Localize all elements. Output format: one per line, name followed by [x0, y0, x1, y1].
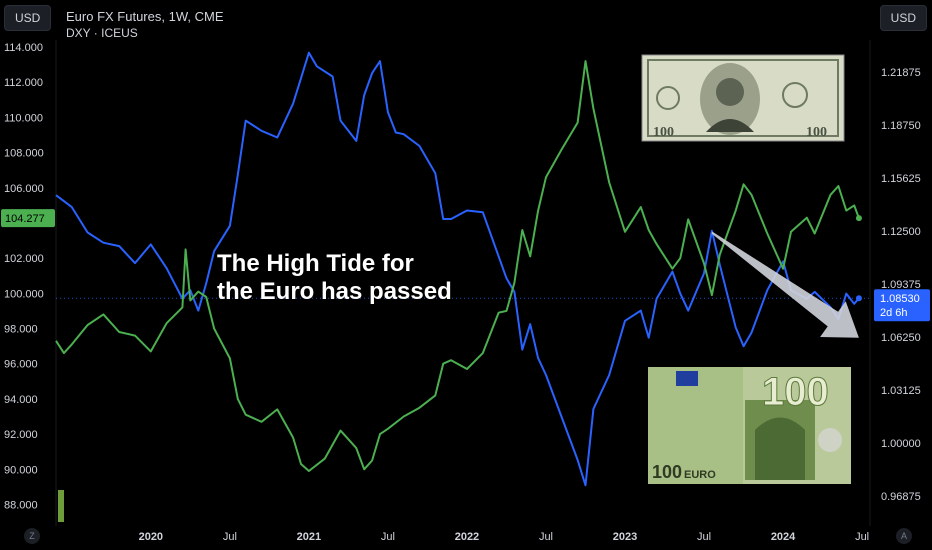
- drawn-trend-arrow[interactable]: [711, 231, 859, 338]
- dxy-series-line[interactable]: [55, 60, 860, 472]
- euro-eu-flag: [676, 371, 698, 386]
- x-axis-tick: 2024: [771, 531, 796, 543]
- bill-corner-number: 100: [653, 125, 674, 140]
- volume-marker: [58, 490, 64, 522]
- x-axis-tick: 2020: [139, 531, 163, 543]
- right-currency-button[interactable]: USD: [879, 5, 927, 31]
- left-axis-tick: 102.000: [4, 253, 44, 265]
- bill-seal-right: [782, 82, 808, 108]
- right-axis-tick: 0.96875: [881, 491, 921, 503]
- bill-corner-number-right: 100: [806, 125, 827, 140]
- right-axis-tick: 1.21875: [881, 67, 921, 79]
- left-axis-tick: 90.000: [4, 464, 38, 476]
- x-axis-tick: 2022: [455, 531, 479, 543]
- right-last-price-badge: [874, 289, 930, 322]
- left-currency-button[interactable]: USD: [4, 5, 52, 31]
- series-last-point: [855, 215, 862, 222]
- left-last-price-label: 104.277: [5, 213, 45, 225]
- series-last-point: [855, 295, 862, 302]
- left-last-price-badge: [1, 209, 55, 228]
- timezone-corner-button[interactable]: Z: [24, 528, 40, 544]
- euro-arch: [755, 417, 805, 480]
- right-last-price-label: 1.08530: [880, 293, 920, 305]
- x-axis-tick: Jul: [381, 531, 395, 543]
- right-axis-tick: 1.12500: [881, 226, 921, 238]
- bill-portrait-body: [706, 119, 754, 132]
- us-100-dollar-bill-image: 100 100: [641, 54, 845, 142]
- left-axis-tick: 98.000: [4, 324, 38, 336]
- euro-hologram: [818, 428, 842, 452]
- countdown-label: 2d 6h: [880, 307, 908, 319]
- euro-currency-word: EURO: [684, 469, 716, 481]
- left-axis-tick: 106.000: [4, 183, 44, 195]
- x-axis-tick: 2021: [297, 531, 321, 543]
- annotation-text[interactable]: The High Tide for the Euro has passed: [217, 250, 452, 305]
- primary-symbol-title[interactable]: Euro FX Futures, 1W, CME: [66, 9, 224, 24]
- left-axis-tick: 88.000: [4, 499, 38, 511]
- left-axis-tick: 92.000: [4, 429, 38, 441]
- bill-seal: [656, 86, 680, 110]
- left-axis-tick: 100.000: [4, 288, 44, 300]
- euro-corner-number: 100: [652, 462, 682, 482]
- right-axis-tick: 1.18750: [881, 120, 921, 132]
- euro-big-number: 100: [762, 370, 829, 414]
- x-axis-tick: Jul: [855, 531, 869, 543]
- right-axis-tick: 1.03125: [881, 385, 921, 397]
- x-axis-tick: 2023: [613, 531, 637, 543]
- right-axis-tick: 1.06250: [881, 332, 921, 344]
- secondary-symbol-title[interactable]: DXY · ICEUS: [66, 26, 138, 40]
- left-axis-tick: 112.000: [4, 77, 43, 89]
- right-axis-tick: 1.09375: [881, 279, 921, 291]
- auto-scale-corner-button[interactable]: A: [896, 528, 912, 544]
- left-axis-tick: 114.000: [4, 42, 43, 54]
- bill-border: [647, 59, 839, 137]
- x-axis-tick: Jul: [697, 531, 711, 543]
- left-axis-tick: 108.000: [4, 148, 44, 160]
- left-axis-tick: 110.000: [4, 112, 43, 124]
- x-axis-tick: Jul: [539, 531, 553, 543]
- right-axis-tick: 1.15625: [881, 173, 921, 185]
- euro-futures-series-line[interactable]: [55, 51, 860, 487]
- x-axis-tick: Jul: [223, 531, 237, 543]
- right-axis-tick: 1.00000: [881, 438, 921, 450]
- left-axis-tick: 94.000: [4, 394, 38, 406]
- bill-portrait-head: [716, 78, 744, 106]
- euro-left-panel: [648, 367, 743, 484]
- left-axis-tick: 96.000: [4, 359, 38, 371]
